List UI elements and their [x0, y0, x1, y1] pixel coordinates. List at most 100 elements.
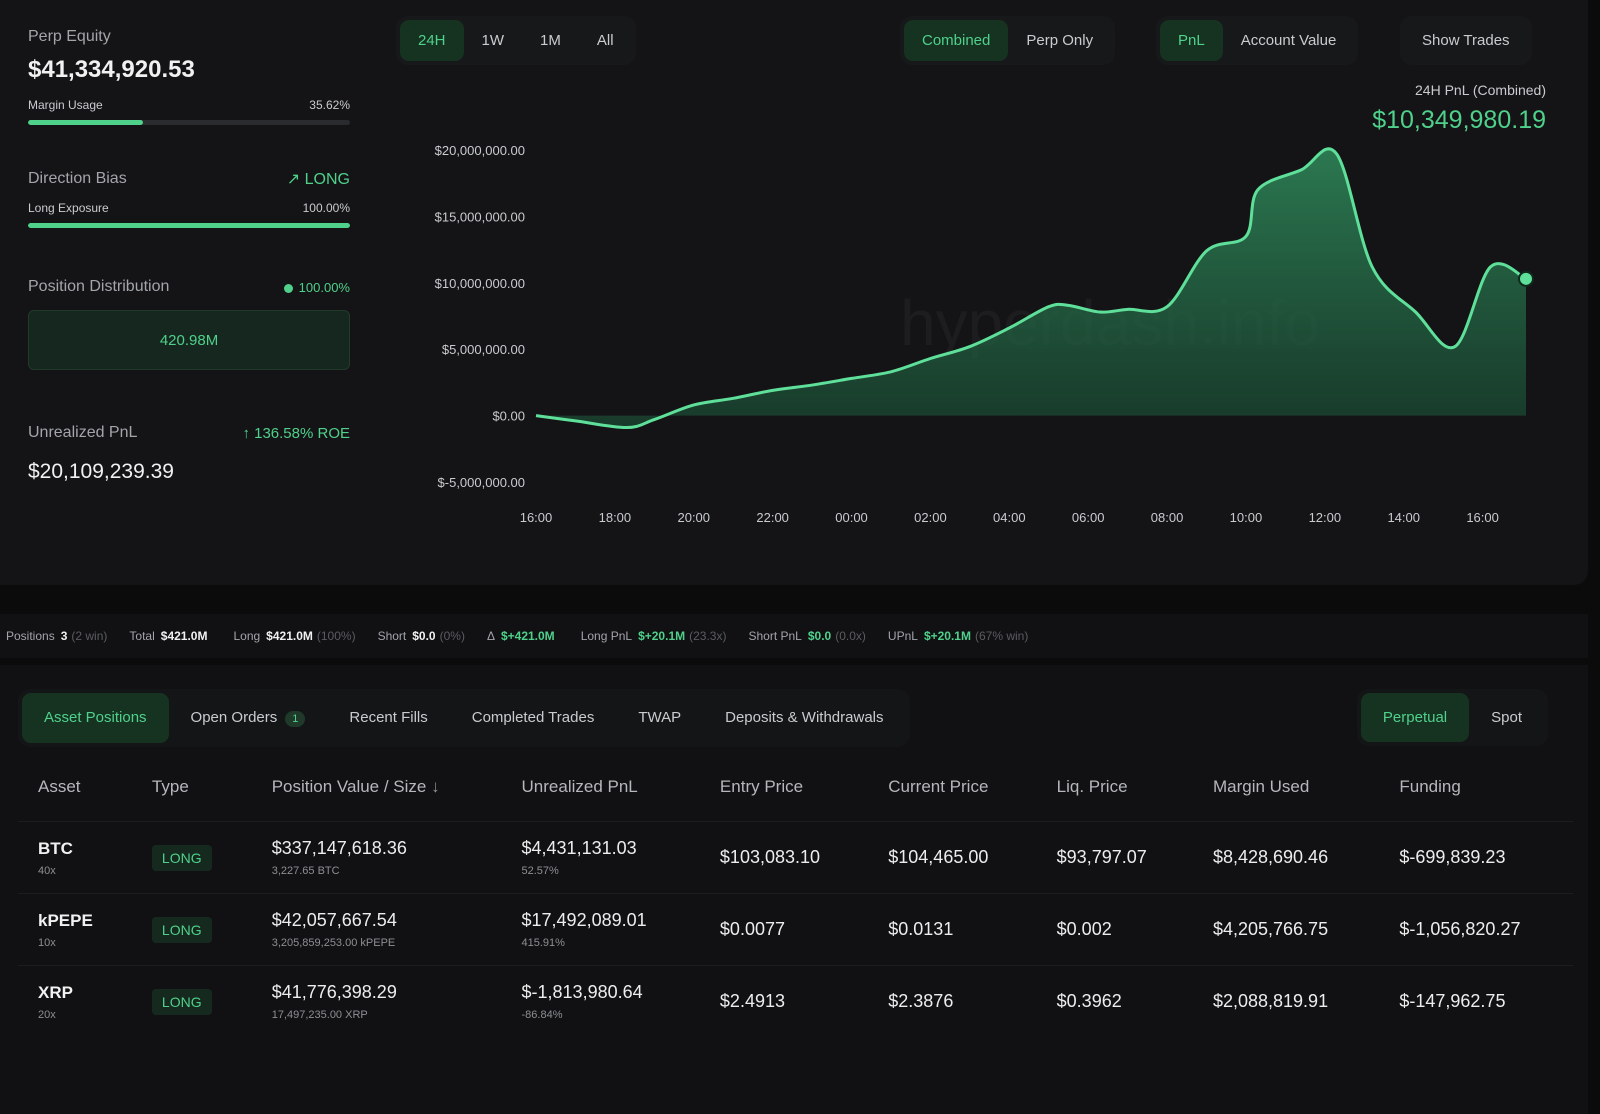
stat-item: Δ $+421.0M	[487, 629, 559, 643]
header-type[interactable]: Type	[151, 777, 189, 796]
stat-value: $421.0M	[160, 629, 208, 643]
trend-up-icon: ↗	[286, 171, 305, 188]
stat-value: $+20.1M	[923, 629, 971, 643]
entry-price: $103,083.10	[719, 847, 821, 867]
unrealized-pnl: $17,492,089.01	[521, 910, 647, 930]
stat-item: Short PnL $0.0 (0.0x)	[748, 629, 865, 643]
tab-asset-positions[interactable]: Asset Positions	[22, 693, 169, 743]
margin-usage-value: 35.62%	[309, 98, 350, 112]
tab-completed-trades[interactable]: Completed Trades	[450, 693, 617, 743]
pnl-chart[interactable]: hyperdash.info$20,000,000.00$15,000,000.…	[400, 130, 1560, 550]
x-tick-label: 10:00	[1230, 510, 1263, 525]
tab-label: Open Orders	[190, 709, 278, 726]
range-1w-button[interactable]: 1W	[481, 32, 505, 49]
pnl-summary: 24H PnL (Combined) $10,349,980.19	[1372, 82, 1546, 135]
x-tick-label: 08:00	[1151, 510, 1184, 525]
x-tick-label: 20:00	[677, 510, 710, 525]
position-type-badge: LONG	[151, 988, 212, 1015]
table-row[interactable]: kPEPE 10x LONG $42,057,667.54 3,205,859,25…	[18, 893, 1573, 966]
show-trades-button[interactable]: Show Trades	[1422, 32, 1510, 49]
long-exposure-value: 100.00%	[302, 201, 350, 215]
unrealized-pnl: $-1,813,980.64	[521, 982, 643, 1002]
funding: $-699,839.23	[1399, 847, 1506, 867]
x-tick-label: 16:00	[520, 510, 553, 525]
header-unrealized-pnl[interactable]: Unrealized PnL	[521, 777, 638, 796]
perp-only-button[interactable]: Perp Only	[1026, 32, 1094, 49]
header-liq-price[interactable]: Liq. Price	[1056, 777, 1128, 796]
cell-position-value: $42,057,667.54 3,205,859,253.00 kPEPE	[251, 893, 502, 966]
liquidation-price: $93,797.07	[1056, 847, 1147, 867]
entry-price: $0.0077	[719, 919, 785, 939]
header-current-price[interactable]: Current Price	[888, 777, 989, 796]
cell-current-price: $0.0131	[868, 893, 1037, 966]
cell-liq-price: $0.002	[1036, 893, 1193, 966]
distribution-amount: 420.98M	[159, 331, 219, 349]
cell-funding: $-699,839.23	[1379, 821, 1573, 894]
cell-type: LONG	[131, 965, 252, 1037]
x-tick-label: 18:00	[599, 510, 632, 525]
header-margin-used[interactable]: Margin Used	[1212, 777, 1310, 796]
tab-label: Completed Trades	[471, 709, 595, 726]
positions-table: Asset Type Position Value / Size ↓ Unrea…	[18, 763, 1573, 1037]
perp-equity-value: $41,334,920.53	[28, 56, 195, 83]
unrealized-pnl-value: $20,109,239.39	[28, 460, 174, 483]
stat-note: (100%)	[316, 629, 356, 643]
positions-stats-bar: Positions 3 (2 win) Total $421.0M Long $421.0M…	[0, 614, 1588, 658]
stat-item: Short $0.0 (0%)	[378, 629, 465, 643]
range-1m-button[interactable]: 1M	[540, 32, 561, 49]
table-row[interactable]: BTC 40x LONG $337,147,618.36 3,227.65 BTC …	[18, 821, 1573, 894]
position-size: 17,497,235.00 XRP	[271, 1009, 368, 1021]
range-24h-button[interactable]: 24H	[400, 20, 464, 61]
cell-entry-price: $0.0077	[699, 893, 869, 966]
header-position-value[interactable]: Position Value / Size ↓	[252, 763, 502, 822]
pnl-area	[536, 148, 1526, 428]
cell-position-value: $41,776,398.29 17,497,235.00 XRP	[251, 965, 502, 1037]
positions-panel: Asset Positions Open Orders 1 Recent Fill…	[0, 665, 1588, 1114]
spot-button[interactable]: Spot	[1491, 709, 1522, 726]
overview-panel: Perp Equity $41,334,920.53 Margin Usage …	[28, 20, 1560, 550]
cell-asset: kPEPE 10x	[18, 893, 132, 966]
pnl-button[interactable]: PnL	[1160, 20, 1223, 61]
current-price: $2.3876	[888, 991, 954, 1011]
roe-value: 136.58% ROE	[254, 424, 350, 442]
position-value: $337,147,618.36	[271, 838, 407, 858]
header-asset[interactable]: Asset	[38, 777, 81, 796]
cell-entry-price: $103,083.10	[699, 821, 869, 894]
perpetual-button[interactable]: Perpetual	[1360, 693, 1470, 742]
position-value: $42,057,667.54	[271, 910, 397, 930]
y-tick-label: $15,000,000.00	[435, 209, 525, 224]
stat-value: $421.0M	[266, 629, 313, 643]
header-entry-price[interactable]: Entry Price	[719, 777, 804, 796]
asset-symbol[interactable]: BTC	[38, 838, 73, 858]
combined-button[interactable]: Combined	[904, 20, 1009, 61]
unrealized-pnl-percent: -86.84%	[521, 1009, 563, 1021]
range-all-button[interactable]: All	[596, 32, 614, 49]
position-distribution-bar[interactable]: 420.98M	[28, 310, 350, 370]
stat-value: $+20.1M	[638, 629, 686, 643]
table-row[interactable]: XRP 20x LONG $41,776,398.29 17,497,235.00 …	[18, 965, 1573, 1037]
tab-twap[interactable]: TWAP	[616, 693, 703, 743]
asset-symbol[interactable]: XRP	[38, 982, 73, 1002]
position-distribution-value: 100.00%	[298, 279, 350, 295]
liquidation-price: $0.002	[1056, 919, 1112, 939]
tab-recent-fills[interactable]: Recent Fills	[327, 693, 449, 743]
position-distribution-label: Position Distribution	[28, 278, 170, 295]
asset-leverage: 10x	[38, 936, 56, 949]
margin-used: $4,205,766.75	[1212, 919, 1329, 939]
tab-open-orders[interactable]: Open Orders 1	[169, 693, 328, 743]
arrow-up-icon: ↑	[242, 424, 255, 442]
stat-label: Δ	[486, 629, 495, 643]
stat-label: UPnL	[887, 629, 918, 643]
cell-current-price: $104,465.00	[868, 821, 1037, 894]
stat-label: Short PnL	[748, 629, 802, 643]
tab-deposits-withdrawals[interactable]: Deposits & Withdrawals	[703, 693, 905, 743]
asset-symbol[interactable]: kPEPE	[38, 910, 93, 930]
direction-bias-label: Direction Bias	[28, 170, 127, 187]
stat-value: $+421.0M	[500, 629, 555, 643]
cell-liq-price: $0.3962	[1036, 965, 1193, 1037]
stat-item: UPnL $+20.1M (67% win)	[888, 629, 1028, 643]
header-funding[interactable]: Funding	[1399, 777, 1461, 796]
account-value-button[interactable]: Account Value	[1240, 32, 1337, 49]
roe-indicator: ↑ 136.58% ROE	[242, 425, 350, 442]
tab-label: Recent Fills	[349, 709, 428, 726]
